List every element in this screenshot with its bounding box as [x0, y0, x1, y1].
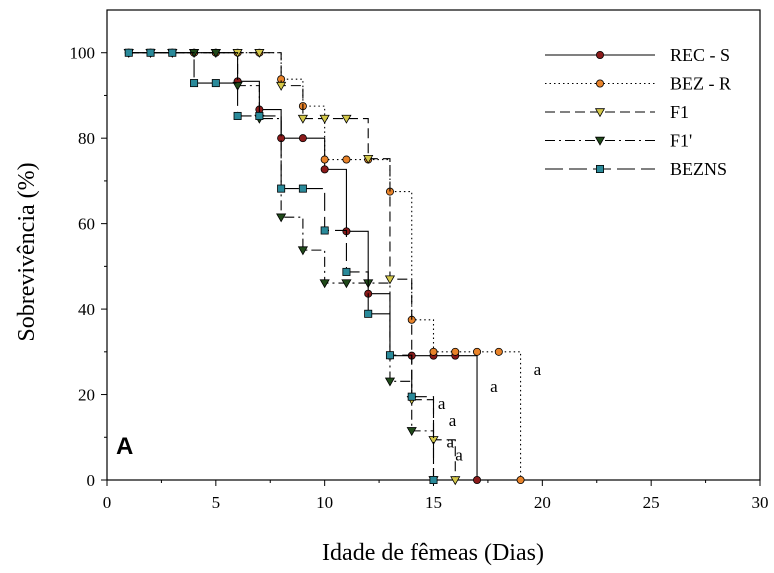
x-tick-label: 0 — [103, 493, 112, 512]
annotation-label: a — [447, 433, 455, 452]
data-point — [429, 475, 438, 484]
data-point — [297, 246, 308, 256]
series-0 — [124, 48, 482, 484]
data-point — [255, 111, 264, 120]
data-point — [319, 114, 330, 124]
data-point — [297, 114, 308, 124]
series-4 — [124, 48, 438, 484]
data-point — [342, 267, 351, 276]
plot-area: 0 5 10 15 20 25 30 0 20 40 60 80 100 — [70, 9, 769, 512]
data-point — [341, 114, 352, 124]
y-tick-label: 80 — [78, 129, 95, 148]
data-point — [254, 49, 265, 58]
data-point — [277, 184, 286, 193]
data-point — [276, 213, 287, 223]
x-tick-label: 20 — [534, 493, 551, 512]
data-point — [298, 184, 307, 193]
data-point — [320, 226, 329, 235]
data-point — [124, 48, 133, 57]
legend-entry: F1' — [545, 131, 692, 151]
annotation-label: a — [438, 394, 446, 413]
x-tick-label: 30 — [752, 493, 769, 512]
data-point — [385, 351, 394, 360]
annotation-label: a — [490, 377, 498, 396]
data-point — [190, 79, 199, 88]
data-point — [320, 155, 329, 164]
data-point — [342, 155, 351, 164]
legend-label: BEZ - R — [670, 74, 731, 94]
series-line — [128, 52, 435, 480]
data-point — [473, 347, 482, 356]
data-point — [146, 48, 155, 57]
legend-label: F1 — [670, 102, 689, 122]
data-point — [473, 475, 482, 484]
annotation-label: a — [455, 445, 463, 464]
annotation-label: a — [449, 411, 457, 430]
legend-marker — [596, 79, 605, 88]
series-layer — [123, 48, 525, 486]
data-point — [384, 275, 396, 285]
legend-label: F1' — [670, 131, 692, 151]
data-point — [494, 347, 503, 356]
legend-marker — [594, 136, 606, 146]
legend-label: REC - S — [670, 45, 730, 65]
annotation-label: a — [534, 360, 542, 379]
panel-label: A — [116, 433, 133, 460]
legend-entry: BEZ - R — [545, 74, 731, 94]
legend-marker — [594, 108, 606, 118]
legend-label: BEZNS — [670, 159, 727, 179]
data-point — [319, 279, 330, 289]
data-point — [516, 475, 525, 484]
data-point — [364, 309, 373, 318]
legend-entry: BEZNS — [545, 159, 727, 179]
series-line — [128, 52, 456, 480]
data-point — [320, 165, 329, 174]
data-point — [210, 49, 221, 58]
data-point — [384, 377, 396, 387]
x-axis-label: Idade de fêmeas (Dias) — [322, 540, 544, 566]
data-point — [232, 81, 243, 91]
x-tick-label: 5 — [212, 493, 221, 512]
y-axis-label: Sobrevivência (%) — [14, 162, 40, 341]
data-point — [211, 79, 220, 88]
data-point — [406, 427, 417, 437]
legend-entry: REC - S — [545, 45, 730, 65]
data-point — [298, 134, 307, 143]
legend-marker — [596, 51, 605, 60]
data-point — [450, 476, 461, 486]
x-tick-label: 10 — [316, 493, 333, 512]
data-point — [233, 111, 242, 120]
legend-marker — [596, 164, 605, 173]
data-point — [276, 81, 287, 91]
data-point — [407, 392, 416, 401]
y-tick-label: 20 — [78, 386, 95, 405]
y-tick-label: 0 — [87, 471, 96, 490]
legend-entry: F1 — [545, 102, 689, 122]
y-tick-label: 40 — [78, 300, 95, 319]
x-tick-label: 15 — [425, 493, 442, 512]
x-tick-label: 25 — [643, 493, 660, 512]
data-point — [341, 279, 352, 289]
data-point — [168, 48, 177, 57]
legend: REC - S BEZ - R F1 F1' BEZNS — [545, 45, 731, 179]
data-point — [451, 347, 460, 356]
data-point — [363, 154, 374, 164]
y-tick-label: 100 — [70, 44, 96, 63]
data-point — [429, 347, 438, 356]
y-tick-label: 60 — [78, 215, 95, 234]
series-2 — [123, 49, 461, 486]
